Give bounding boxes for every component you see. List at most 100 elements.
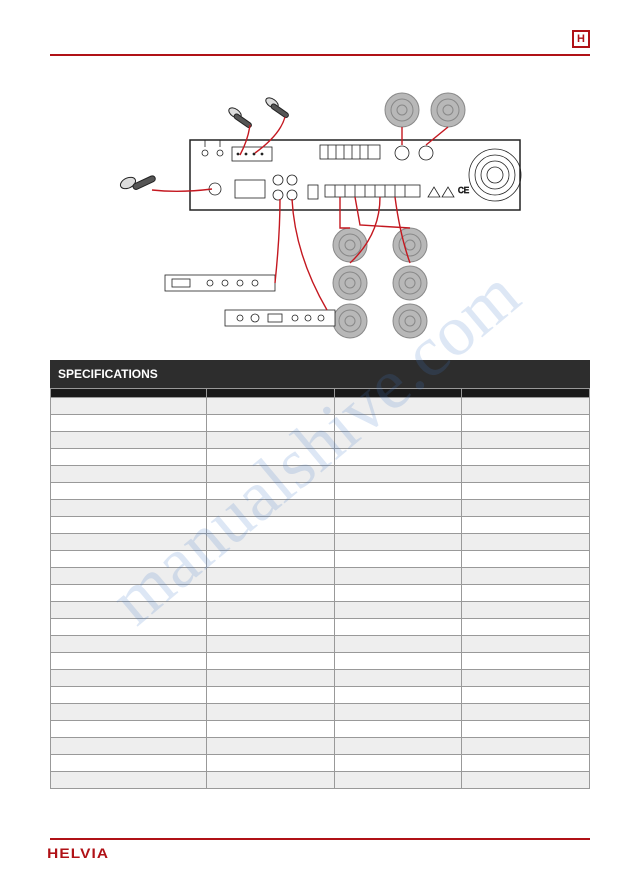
table-cell xyxy=(207,415,335,432)
table-cell xyxy=(334,687,462,704)
microphone-icon xyxy=(264,96,289,119)
table-row xyxy=(51,551,590,568)
table-cell xyxy=(207,449,335,466)
table-row xyxy=(51,755,590,772)
table-cell xyxy=(207,619,335,636)
specifications-table xyxy=(50,388,590,789)
speaker-icon xyxy=(385,93,419,127)
table-cell xyxy=(334,704,462,721)
table-row xyxy=(51,398,590,415)
table-cell xyxy=(462,449,590,466)
microphone-icon xyxy=(119,175,157,191)
table-cell xyxy=(462,619,590,636)
table-cell xyxy=(334,619,462,636)
speaker-icon xyxy=(393,304,427,338)
table-cell xyxy=(462,721,590,738)
table-row xyxy=(51,500,590,517)
table-cell xyxy=(51,755,207,772)
table-cell xyxy=(51,466,207,483)
table-cell xyxy=(462,602,590,619)
table-row xyxy=(51,432,590,449)
table-cell xyxy=(207,670,335,687)
table-cell xyxy=(51,551,207,568)
table-cell xyxy=(462,534,590,551)
col-header xyxy=(51,389,207,398)
speaker-icon xyxy=(431,93,465,127)
footer-logo: HELVIA xyxy=(47,845,109,861)
table-row xyxy=(51,619,590,636)
table-cell xyxy=(462,670,590,687)
table-cell xyxy=(51,687,207,704)
table-cell xyxy=(207,653,335,670)
table-cell xyxy=(51,500,207,517)
table-cell xyxy=(51,602,207,619)
table-cell xyxy=(51,415,207,432)
col-header xyxy=(207,389,335,398)
table-cell xyxy=(334,432,462,449)
table-row xyxy=(51,585,590,602)
table-cell xyxy=(334,415,462,432)
device-icon xyxy=(165,275,275,291)
table-cell xyxy=(51,738,207,755)
table-row xyxy=(51,636,590,653)
table-cell xyxy=(51,772,207,789)
table-cell xyxy=(462,636,590,653)
table-cell xyxy=(51,449,207,466)
table-cell xyxy=(207,551,335,568)
speaker-icon xyxy=(333,266,367,300)
table-row xyxy=(51,568,590,585)
table-cell xyxy=(51,636,207,653)
table-cell xyxy=(334,653,462,670)
speaker-icon xyxy=(393,266,427,300)
table-row xyxy=(51,517,590,534)
table-cell xyxy=(51,483,207,500)
table-cell xyxy=(334,585,462,602)
speaker-icon xyxy=(333,228,367,262)
table-cell xyxy=(51,585,207,602)
table-cell xyxy=(207,636,335,653)
table-cell xyxy=(51,517,207,534)
table-cell xyxy=(462,432,590,449)
table-row xyxy=(51,738,590,755)
table-row xyxy=(51,670,590,687)
table-cell xyxy=(207,398,335,415)
corner-logo-icon: H xyxy=(572,30,590,48)
table-cell xyxy=(51,568,207,585)
table-row xyxy=(51,772,590,789)
table-cell xyxy=(462,483,590,500)
speaker-icon xyxy=(393,228,427,262)
table-row xyxy=(51,449,590,466)
table-cell xyxy=(462,687,590,704)
footer-rule xyxy=(50,838,590,840)
table-cell xyxy=(51,432,207,449)
table-cell xyxy=(51,619,207,636)
svg-text:CE: CE xyxy=(458,186,469,195)
table-cell xyxy=(334,755,462,772)
header-rule xyxy=(50,54,590,56)
table-cell xyxy=(334,534,462,551)
col-header xyxy=(334,389,462,398)
table-cell xyxy=(51,721,207,738)
table-cell xyxy=(334,449,462,466)
table-cell xyxy=(334,721,462,738)
table-cell xyxy=(207,755,335,772)
table-cell xyxy=(207,721,335,738)
table-cell xyxy=(462,755,590,772)
table-cell xyxy=(334,772,462,789)
table-row xyxy=(51,687,590,704)
speaker-icon xyxy=(333,304,367,338)
table-row xyxy=(51,721,590,738)
table-cell xyxy=(462,772,590,789)
table-cell xyxy=(462,517,590,534)
table-cell xyxy=(51,704,207,721)
table-row xyxy=(51,704,590,721)
table-cell xyxy=(207,466,335,483)
col-header xyxy=(462,389,590,398)
table-cell xyxy=(207,772,335,789)
table-cell xyxy=(334,670,462,687)
table-cell xyxy=(462,653,590,670)
table-cell xyxy=(462,738,590,755)
table-row xyxy=(51,602,590,619)
table-cell xyxy=(51,398,207,415)
table-row xyxy=(51,534,590,551)
